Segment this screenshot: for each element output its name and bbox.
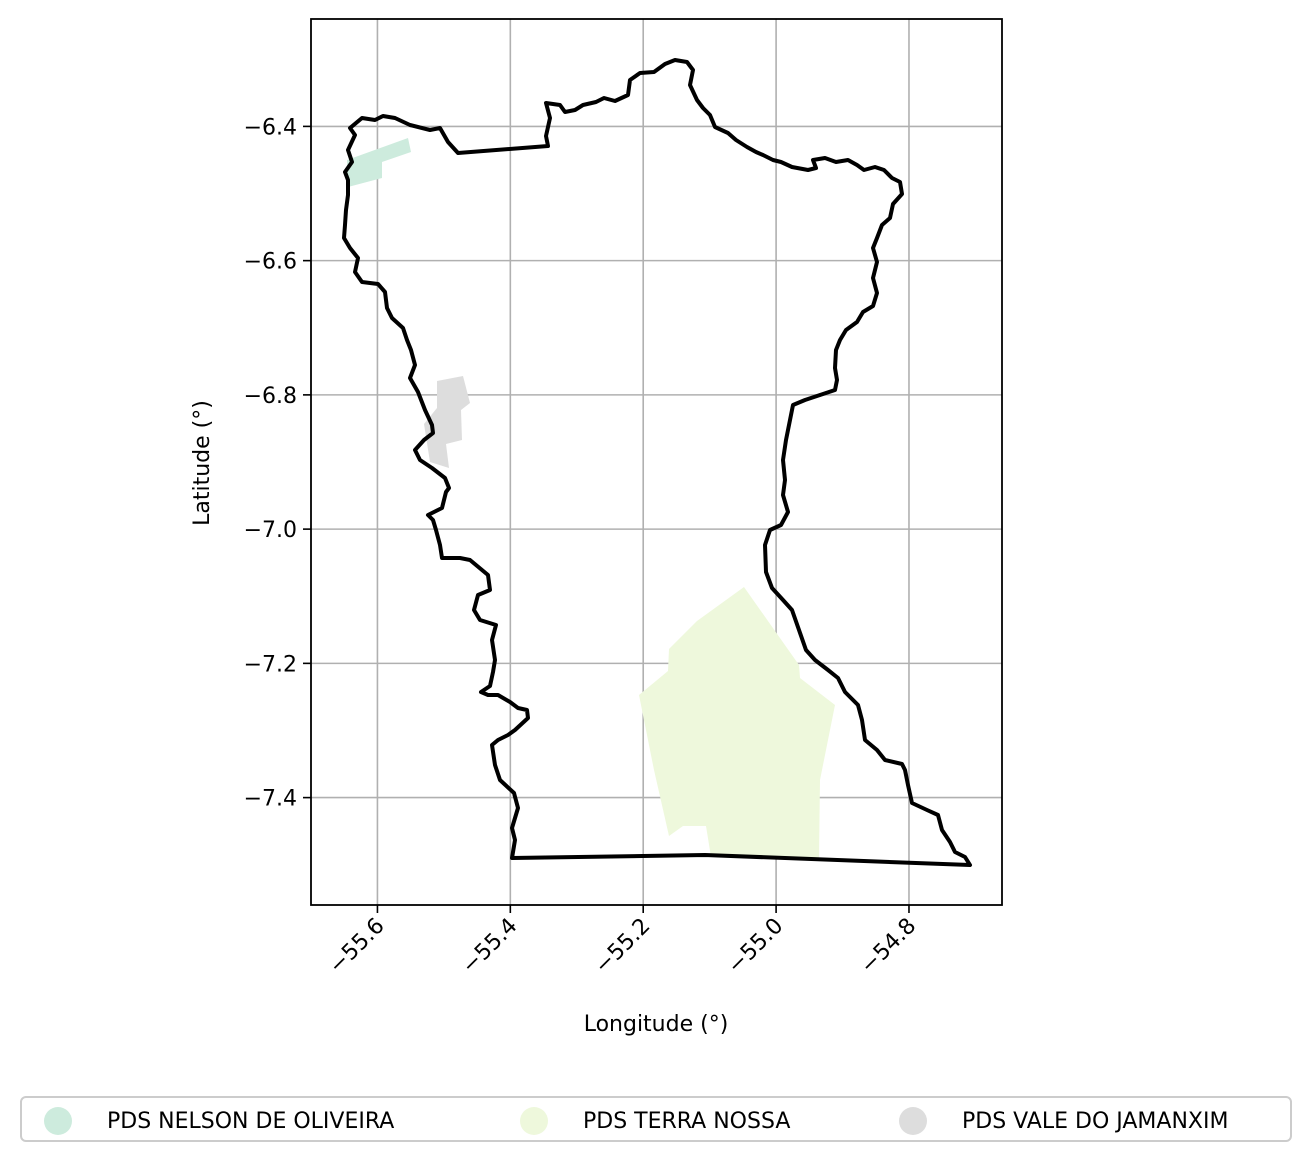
municipality-boundary	[342, 58, 972, 867]
x-axis-label: Longitude (°)	[584, 1012, 729, 1037]
y-tick-label: −6.8	[244, 384, 297, 409]
legend-label: PDS VALE DO JAMANXIM	[962, 1108, 1229, 1134]
y-tick-label: −7.4	[244, 787, 297, 812]
grid-lines	[311, 19, 1002, 905]
y-tick-label: −6.6	[244, 250, 297, 275]
area-vale-do-jamanxim	[424, 376, 470, 468]
axis-ticks: −55.6 −55.4 −55.2 −55.0 −54.8 −6.4 −6.6 −6.8 −7.…	[244, 115, 922, 979]
y-tick-label: −7.2	[244, 652, 297, 677]
x-tick-label: −55.4	[457, 914, 522, 979]
x-tick-label: −55.0	[723, 914, 788, 979]
x-tick-label: −55.6	[324, 914, 389, 979]
legend-item-vale-do-jamanxim: PDS VALE DO JAMANXIM	[899, 1098, 1228, 1144]
legend-label: PDS NELSON DE OLIVEIRA	[107, 1108, 395, 1134]
x-tick-label: −54.8	[856, 914, 921, 979]
area-terra-nossa	[639, 587, 835, 858]
legend-label: PDS TERRA NOSSA	[583, 1108, 791, 1134]
axes-frame	[310, 18, 1003, 906]
x-tick-label: −55.2	[590, 914, 655, 979]
legend: PDS NELSON DE OLIVEIRA PDS TERRA NOSSA P…	[20, 1096, 1292, 1142]
y-axis-label: Latitude (°)	[190, 400, 215, 526]
legend-item-terra-nossa: PDS TERRA NOSSA	[520, 1098, 790, 1144]
legend-marker	[520, 1107, 548, 1135]
legend-marker	[44, 1107, 72, 1135]
y-tick-label: −6.4	[244, 115, 297, 140]
map-figure: −55.6 −55.4 −55.2 −55.0 −54.8 −6.4 −6.6 −6.8 −7.…	[190, 18, 1003, 1037]
legend-item-nelson-de-oliveira: PDS NELSON DE OLIVEIRA	[44, 1098, 394, 1144]
legend-marker	[899, 1107, 927, 1135]
area-nelson-de-oliveira	[347, 138, 411, 187]
y-tick-label: −7.0	[244, 518, 297, 543]
